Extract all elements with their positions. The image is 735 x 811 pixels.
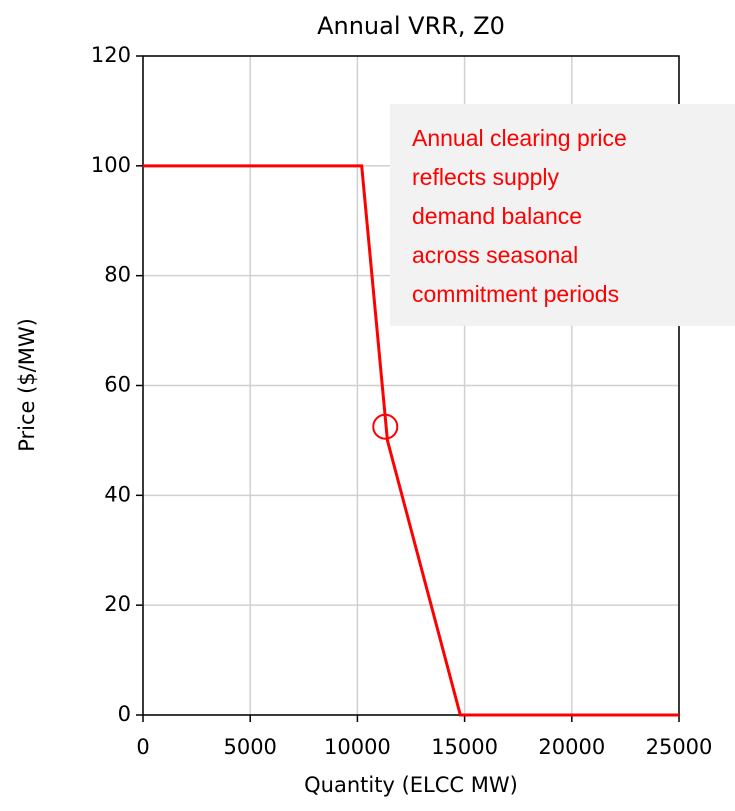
x-tick-label: 10000 — [324, 735, 391, 759]
y-tick-label: 100 — [91, 153, 131, 177]
x-axis-label: Quantity (ELCC MW) — [304, 773, 518, 797]
annotation-line: across seasonal — [412, 242, 578, 268]
axes-frame — [142, 55, 680, 716]
x-tick-label: 20000 — [538, 735, 605, 759]
y-tick-label: 0 — [118, 702, 131, 726]
annotation-line: commitment periods — [412, 281, 619, 307]
y-tick-label: 120 — [91, 43, 131, 67]
annotation-line: Annual clearing price — [412, 125, 627, 151]
y-tick-label: 40 — [104, 482, 131, 506]
x-tick-label: 5000 — [223, 735, 276, 759]
annotation-line: reflects supply — [412, 164, 560, 190]
y-tick-label: 80 — [104, 263, 131, 287]
annotation-box — [390, 104, 735, 326]
y-tick-label: 60 — [104, 373, 131, 397]
y-axis-label: Price ($/MW) — [15, 318, 39, 452]
x-tick-label: 0 — [136, 735, 149, 759]
x-tick-label: 25000 — [646, 735, 713, 759]
line-series — [143, 164, 679, 717]
chart-title: Annual VRR, Z0 — [317, 12, 505, 40]
annotation-line: demand balance — [412, 203, 582, 229]
x-tick-label: 15000 — [431, 735, 498, 759]
y-tick-label: 20 — [104, 592, 131, 616]
clearing-marker — [372, 413, 399, 440]
